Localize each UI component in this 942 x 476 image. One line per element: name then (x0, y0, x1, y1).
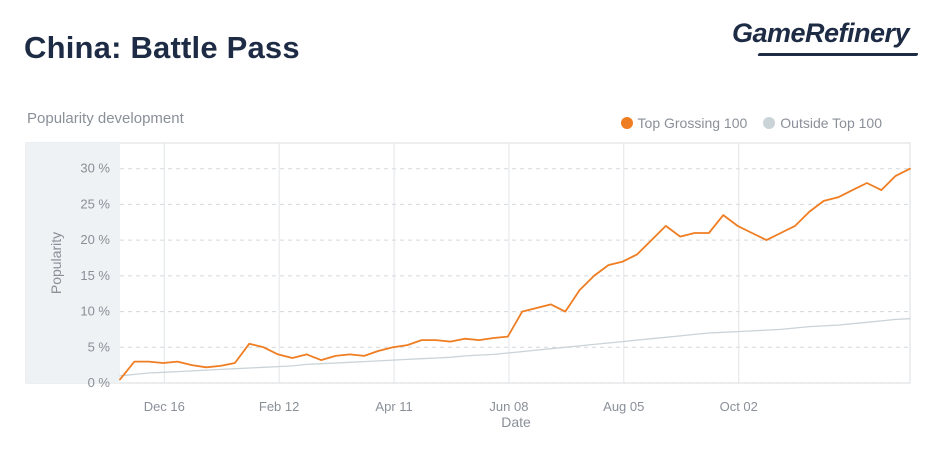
legend-dot-outside-top (763, 117, 776, 129)
y-tick-label: 30 % (80, 161, 110, 176)
series-line-outside-top (119, 318, 911, 377)
brand-name: GameRefinery (732, 18, 910, 48)
legend-dot-top-grossing (620, 117, 633, 129)
x-tick-label: Jun 08 (489, 399, 528, 414)
x-tick-label: Apr 11 (375, 399, 412, 414)
legend-label-outside-top: Outside Top 100 (780, 115, 882, 131)
series-line-top-grossing (119, 167, 911, 381)
x-tick-label: Aug 05 (603, 399, 644, 414)
legend-item-top-grossing[interactable]: Top Grossing 100 (620, 115, 748, 131)
gamerefinery-logo: GameRefinery (732, 18, 922, 58)
x-tick-label: Oct 02 (720, 399, 758, 414)
y-tick-label: 0 % (88, 375, 111, 390)
y-tick-label: 10 % (80, 304, 110, 319)
legend-item-outside-top[interactable]: Outside Top 100 (763, 115, 882, 131)
x-axis-label: Date (501, 414, 531, 430)
x-tick-label: Dec 16 (144, 399, 185, 414)
y-tick-label: 15 % (80, 268, 110, 283)
y-tick-label: 25 % (80, 196, 110, 211)
y-axis-label: Popularity (48, 232, 64, 294)
page-title: China: Battle Pass (24, 30, 300, 65)
chart-subtitle: Popularity development (27, 110, 184, 127)
x-tick-label: Feb 12 (259, 399, 299, 414)
plot-frame (25, 142, 911, 384)
chart-legend: Top Grossing 100 Outside Top 100 (620, 115, 882, 131)
y-tick-label: 5 % (88, 339, 111, 354)
legend-label-top-grossing: Top Grossing 100 (637, 115, 748, 131)
y-axis-band (26, 143, 120, 383)
y-tick-label: 20 % (80, 232, 110, 247)
